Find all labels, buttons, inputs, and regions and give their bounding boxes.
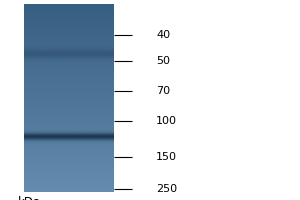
Text: 40: 40: [156, 30, 170, 40]
Text: 250: 250: [156, 184, 177, 194]
Text: 70: 70: [156, 86, 170, 96]
Text: 100: 100: [156, 116, 177, 126]
Text: kDa: kDa: [18, 196, 41, 200]
Text: 50: 50: [156, 56, 170, 66]
Text: 150: 150: [156, 152, 177, 162]
